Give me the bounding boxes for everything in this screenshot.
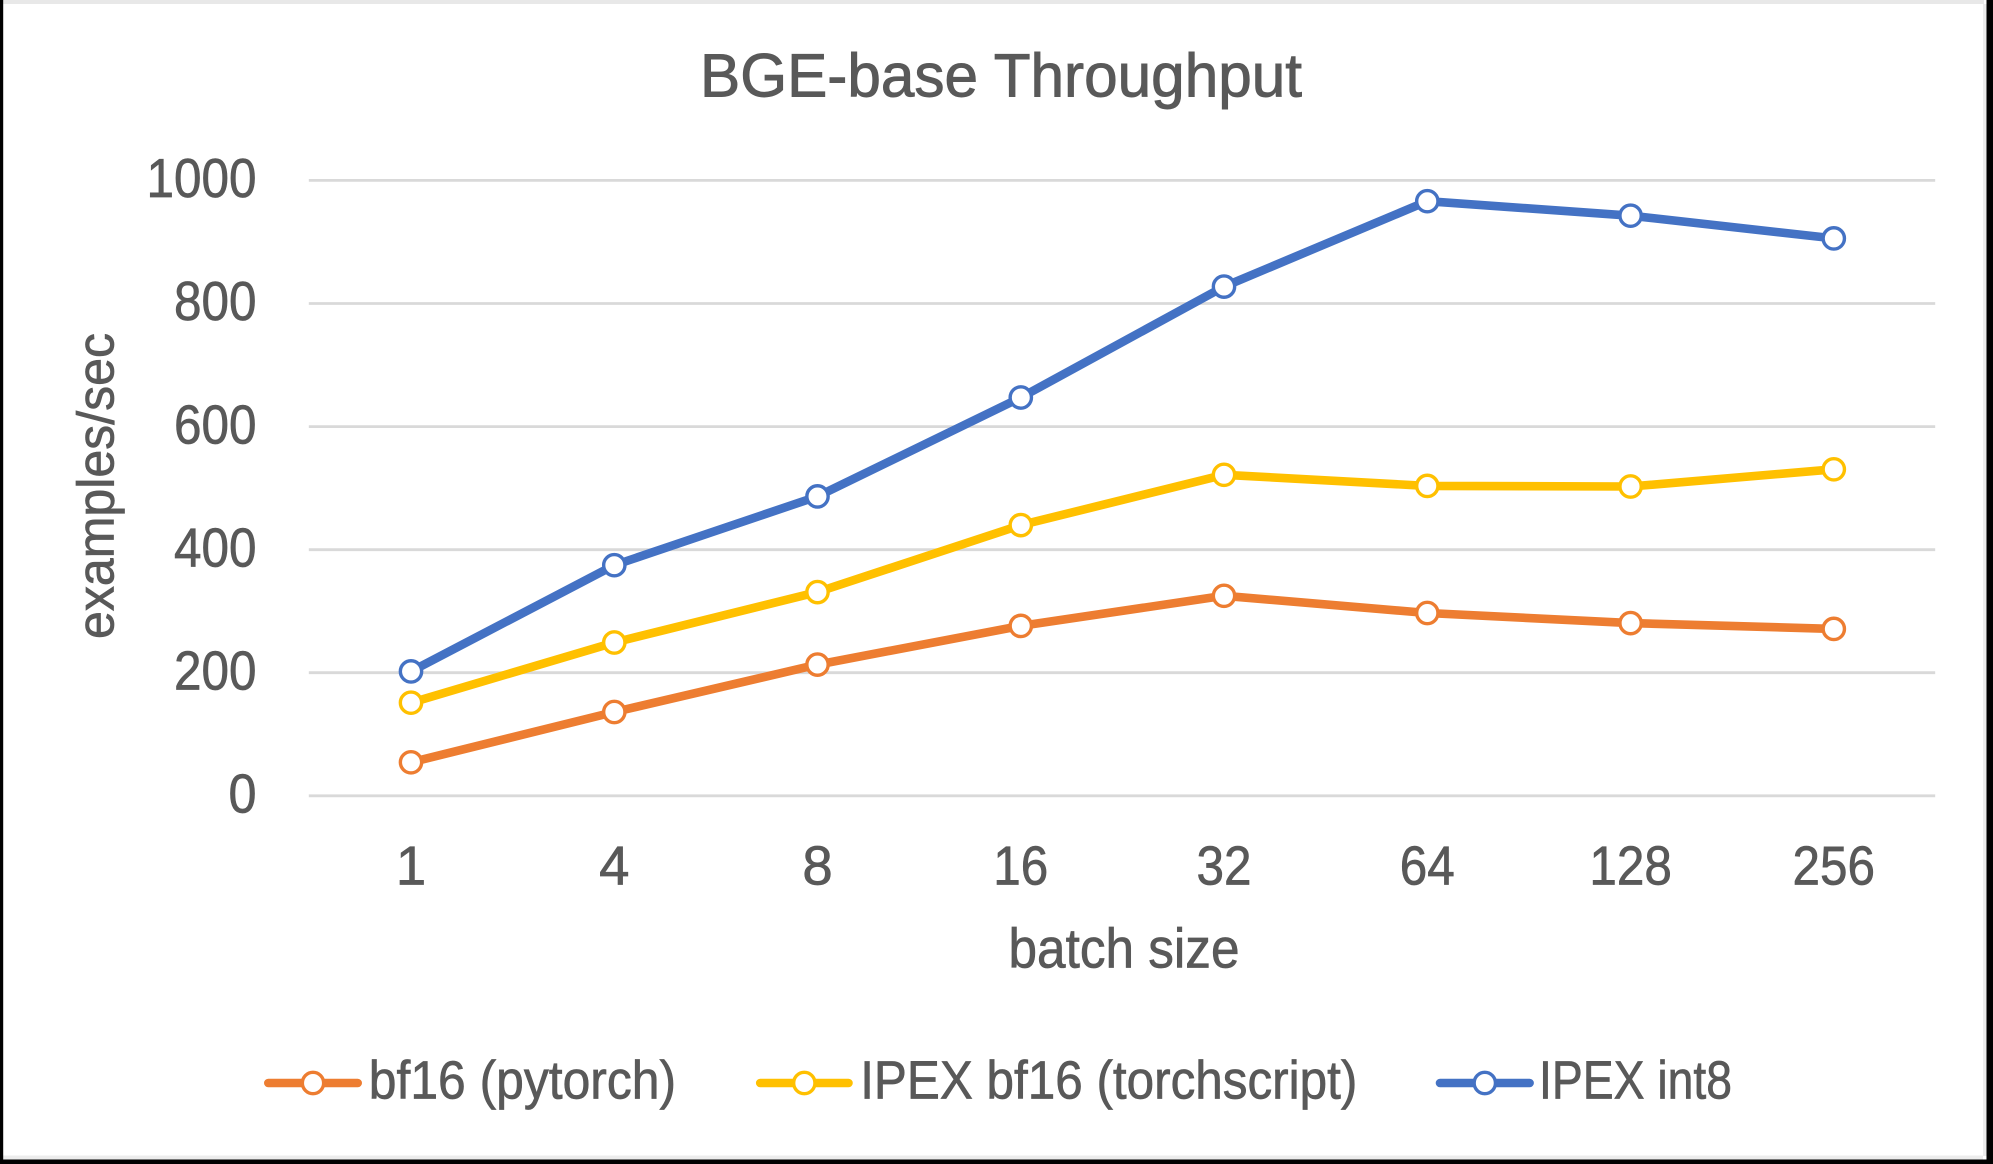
svg-text:bf16 (pytorch): bf16 (pytorch) [369, 1052, 676, 1111]
svg-text:IPEX int8: IPEX int8 [1539, 1052, 1732, 1111]
svg-text:32: 32 [1197, 836, 1252, 897]
svg-text:64: 64 [1400, 836, 1455, 897]
svg-text:examples/sec: examples/sec [68, 333, 126, 639]
svg-text:1: 1 [396, 836, 426, 897]
svg-text:600: 600 [174, 394, 257, 455]
svg-text:batch size: batch size [1009, 917, 1240, 980]
svg-text:128: 128 [1589, 836, 1672, 897]
svg-text:1000: 1000 [147, 148, 257, 209]
svg-text:4: 4 [599, 836, 629, 897]
svg-text:BGE-base Throughput: BGE-base Throughput [700, 42, 1302, 111]
svg-text:8: 8 [802, 836, 832, 897]
svg-text:IPEX bf16 (torchscript): IPEX bf16 (torchscript) [860, 1052, 1357, 1111]
svg-text:800: 800 [174, 271, 257, 332]
svg-text:200: 200 [174, 640, 257, 701]
svg-text:256: 256 [1793, 836, 1876, 897]
svg-text:0: 0 [229, 764, 257, 825]
svg-text:400: 400 [174, 517, 257, 578]
svg-text:16: 16 [993, 836, 1048, 897]
